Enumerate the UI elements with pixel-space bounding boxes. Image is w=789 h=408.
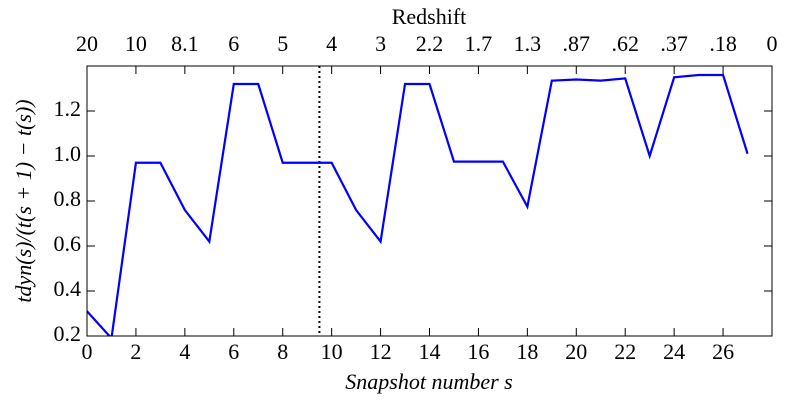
x2-tick-label: 5 — [277, 31, 288, 56]
x-tick-label: 12 — [370, 339, 392, 364]
y-tick-label: 1.2 — [54, 96, 82, 121]
x2-tick-label: .37 — [660, 31, 688, 56]
x-tick-label: 24 — [663, 339, 685, 364]
x-tick-label: 6 — [228, 339, 239, 364]
y-axis-label: tdyn(s)/(t(s + 1) − t(s)) — [11, 99, 36, 302]
y-tick-label: 0.4 — [54, 276, 82, 301]
x2-axis-label: Redshift — [392, 4, 467, 29]
y-tick-label: 0.6 — [54, 231, 82, 256]
x2-tick-label: .18 — [709, 31, 737, 56]
x2-tick-label: 1.7 — [465, 31, 493, 56]
x2-tick-label: 3 — [375, 31, 386, 56]
y-tick-label: 0.8 — [54, 186, 82, 211]
x-tick-label: 20 — [565, 339, 587, 364]
y-tick-label: 1.0 — [54, 141, 82, 166]
x-tick-label: 4 — [179, 339, 190, 364]
x-tick-label: 22 — [614, 339, 636, 364]
x2-tick-label: .62 — [611, 31, 639, 56]
x-axis-label: Snapshot number s — [345, 369, 512, 394]
x2-tick-label: 0 — [767, 31, 778, 56]
x-tick-label: 16 — [467, 339, 489, 364]
plot-frame — [86, 65, 773, 337]
x-tick-label: 26 — [712, 339, 734, 364]
y-tick-label: 0.2 — [54, 321, 82, 346]
x-tick-label: 8 — [277, 339, 288, 364]
x2-tick-label: 4 — [326, 31, 337, 56]
x-tick-label: 2 — [130, 339, 141, 364]
x-tick-label: 14 — [419, 339, 441, 364]
x2-tick-label: 6 — [228, 31, 239, 56]
x-tick-label: 0 — [82, 339, 93, 364]
data-line — [87, 73, 749, 336]
x-tick-label: 18 — [516, 339, 538, 364]
x2-tick-label: 1.3 — [514, 31, 542, 56]
x2-tick-label: 8.1 — [171, 31, 199, 56]
x2-tick-label: 2.2 — [416, 31, 444, 56]
x2-tick-label: 10 — [125, 31, 147, 56]
x2-tick-label: .87 — [563, 31, 591, 56]
x2-tick-label: 20 — [76, 31, 98, 56]
x-tick-label: 10 — [321, 339, 343, 364]
